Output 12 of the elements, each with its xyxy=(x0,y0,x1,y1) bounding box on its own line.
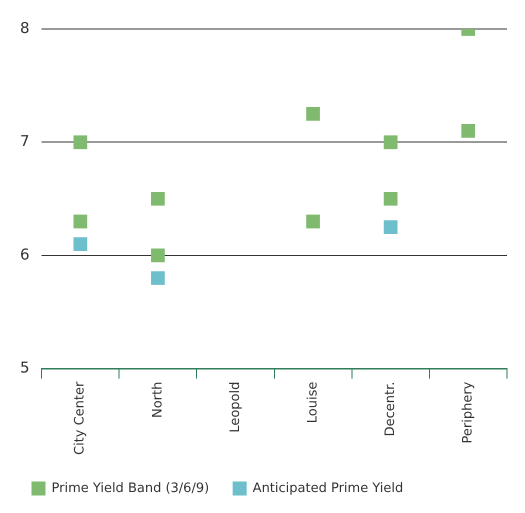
x-tick-label: Louise xyxy=(305,382,320,424)
y-tick-label: 6 xyxy=(20,245,30,264)
legend-label: Anticipated Prime Yield xyxy=(252,480,404,496)
x-tick-label: Periphery xyxy=(460,381,476,444)
y-tick-label: 5 xyxy=(20,358,30,377)
x-tick-label: North xyxy=(150,382,166,418)
x-tick-label: Decentr. xyxy=(383,382,398,436)
x-tick-label: Leopold xyxy=(228,382,243,433)
y-tick-label: 7 xyxy=(20,132,30,150)
legend-label: Prime Yield Band (3/6/9) xyxy=(52,480,210,496)
x-tick-label: City Center xyxy=(72,380,88,456)
y-tick-label: 8 xyxy=(20,18,30,37)
